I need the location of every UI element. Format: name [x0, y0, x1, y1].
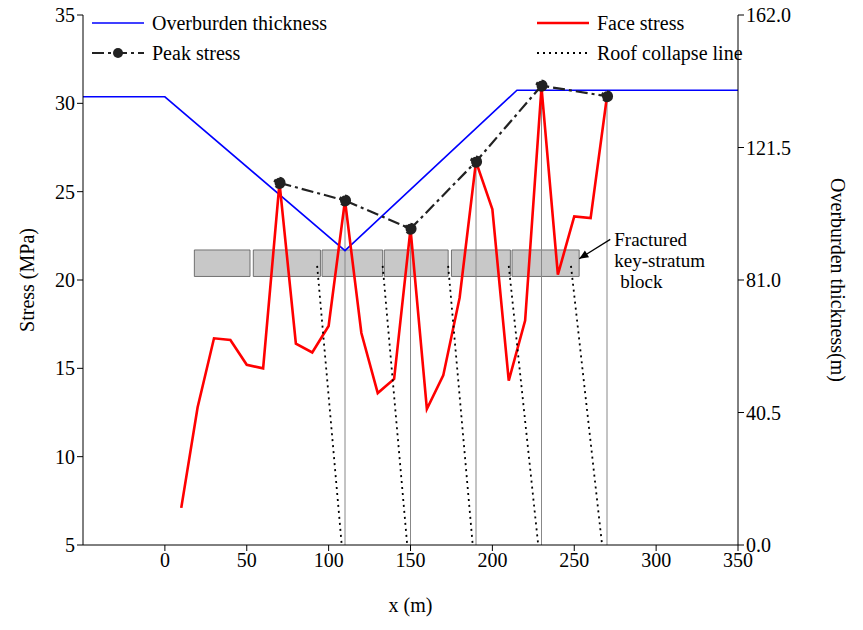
svg-text:0.0: 0.0: [746, 534, 771, 556]
svg-text:81.0: 81.0: [746, 269, 781, 291]
svg-text:35: 35: [55, 4, 75, 26]
svg-text:350: 350: [723, 549, 753, 572]
svg-text:200: 200: [477, 549, 507, 571]
svg-text:50: 50: [237, 549, 257, 571]
svg-text:Stress (MPa): Stress (MPa): [16, 228, 39, 332]
svg-text:40.5: 40.5: [746, 402, 781, 424]
html-text:Overburden thickness: Overburden thickness: [152, 12, 327, 35]
svg-text:300: 300: [641, 549, 671, 571]
svg-text:100: 100: [314, 549, 344, 571]
svg-text:x (m): x (m): [389, 594, 433, 617]
svg-text:0: 0: [160, 549, 170, 571]
svg-text:30: 30: [55, 92, 75, 114]
html-text:Face stress: Face stress: [597, 12, 685, 35]
html-text:Peak stress: Peak stress: [152, 42, 241, 65]
svg-text:150: 150: [396, 549, 426, 571]
svg-text:250: 250: [559, 549, 589, 571]
svg-text:Overburden thickness(m): Overburden thickness(m): [826, 178, 849, 382]
svg-text:20: 20: [55, 269, 75, 291]
html-text:Roof collapse line: Roof collapse line: [597, 42, 743, 65]
svg-text:121.5: 121.5: [746, 137, 791, 159]
svg-text:15: 15: [55, 357, 75, 379]
svg-text:25: 25: [55, 181, 75, 203]
svg-text:10: 10: [55, 446, 75, 468]
svg-text:162.0: 162.0: [746, 4, 791, 26]
svg-text:5: 5: [65, 534, 75, 556]
svg-text:Fracturedkey-stratumblock: Fracturedkey-stratumblock: [614, 229, 705, 292]
